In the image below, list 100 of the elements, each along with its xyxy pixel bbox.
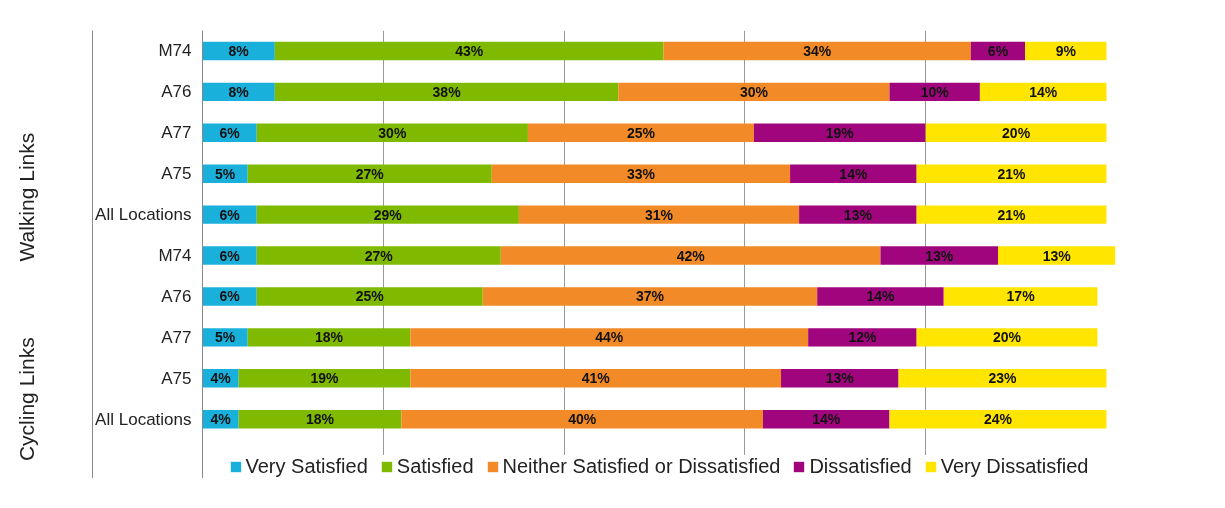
bar xyxy=(274,82,619,102)
bar xyxy=(817,287,944,306)
y-tick-label: M74 xyxy=(158,41,192,61)
bar xyxy=(238,409,402,429)
data-label: 8% xyxy=(228,83,250,100)
data-label: 33% xyxy=(626,165,656,182)
bar xyxy=(762,409,890,429)
data-label: 27% xyxy=(364,247,394,264)
data-label: 37% xyxy=(635,288,665,305)
bar xyxy=(916,205,1107,224)
data-label: 18% xyxy=(306,411,335,428)
data-label: 4% xyxy=(210,411,232,428)
data-label: 18% xyxy=(315,329,344,346)
bar xyxy=(799,205,917,224)
data-label: 42% xyxy=(676,247,706,264)
legend-label: Neither Satisfied or Dissatisfied xyxy=(502,455,781,478)
data-label: 9% xyxy=(1055,42,1077,59)
bar xyxy=(401,409,763,429)
data-label: 30% xyxy=(739,83,769,100)
data-label: 27% xyxy=(355,165,385,182)
data-label: 14% xyxy=(866,288,896,305)
data-label: 13% xyxy=(843,206,873,223)
data-label: 6% xyxy=(219,288,241,305)
data-label: 14% xyxy=(1029,83,1058,100)
bar xyxy=(256,246,501,265)
bar xyxy=(943,287,1098,306)
data-label: 31% xyxy=(644,206,674,223)
data-label: 13% xyxy=(825,370,855,387)
bar xyxy=(663,41,971,61)
data-label: 14% xyxy=(839,165,868,182)
legend-label: Very Satisfied xyxy=(245,455,368,478)
bar xyxy=(808,328,917,347)
bar xyxy=(274,41,664,61)
y-tick-label: A77 xyxy=(161,327,192,347)
data-label: 6% xyxy=(219,247,241,264)
bar xyxy=(925,123,1107,142)
data-label: 24% xyxy=(983,411,1013,428)
bar xyxy=(256,287,483,306)
bar xyxy=(527,123,754,142)
bar xyxy=(889,409,1107,429)
data-label: 17% xyxy=(1006,288,1036,305)
data-label: 41% xyxy=(581,370,611,387)
bar xyxy=(238,369,411,388)
data-label: 5% xyxy=(214,165,236,182)
text: Walking Links xyxy=(15,132,38,262)
data-label: 4% xyxy=(210,370,232,387)
legend-label: Dissatisfied xyxy=(809,455,912,478)
bar xyxy=(256,205,519,224)
bar xyxy=(790,164,917,183)
bar xyxy=(916,328,1098,347)
legend-label: Very Dissatisfied xyxy=(940,455,1089,478)
bar xyxy=(482,287,818,306)
data-label: 20% xyxy=(993,329,1022,346)
data-label: 44% xyxy=(595,329,624,346)
data-label: 13% xyxy=(925,247,954,264)
data-label: 25% xyxy=(355,288,385,305)
bar xyxy=(753,123,926,142)
bar xyxy=(997,246,1116,265)
bar xyxy=(256,123,528,142)
bar xyxy=(410,328,809,347)
bar xyxy=(247,164,492,183)
bar xyxy=(247,328,411,347)
data-label: 34% xyxy=(803,42,832,59)
data-label: 23% xyxy=(988,370,1018,387)
y-tick-label: A75 xyxy=(161,164,192,184)
bar xyxy=(518,205,800,224)
data-label: 10% xyxy=(920,83,950,100)
data-label: 25% xyxy=(626,124,656,141)
y-tick-label: All Locations xyxy=(95,409,192,429)
data-label: 38% xyxy=(432,83,462,100)
data-label: 19% xyxy=(310,370,340,387)
data-label: 40% xyxy=(568,411,597,428)
bar xyxy=(618,82,890,102)
data-label: 12% xyxy=(848,329,877,346)
y-tick-label: A76 xyxy=(161,286,192,306)
data-label: 21% xyxy=(997,206,1027,223)
data-label: 29% xyxy=(373,206,403,223)
data-label: 6% xyxy=(219,124,241,141)
y-tick-label: A75 xyxy=(161,368,192,388)
data-label: 20% xyxy=(1002,124,1031,141)
data-label: 13% xyxy=(1042,247,1072,264)
data-label: 14% xyxy=(812,411,841,428)
data-label: 6% xyxy=(987,42,1009,59)
data-label: 19% xyxy=(825,124,855,141)
bar xyxy=(491,164,791,183)
y-tick-label: A77 xyxy=(161,123,192,143)
data-label: 21% xyxy=(997,165,1027,182)
text: Cycling Links xyxy=(15,337,38,462)
data-label: 5% xyxy=(214,329,236,346)
bar xyxy=(916,164,1107,183)
y-tick-label: All Locations xyxy=(95,205,192,225)
bar xyxy=(410,369,782,388)
y-tick-label: M74 xyxy=(158,246,192,266)
bar xyxy=(898,369,1107,388)
data-label: 6% xyxy=(219,206,241,223)
bar xyxy=(880,246,998,265)
data-label: 43% xyxy=(455,42,484,59)
y-tick-label: A76 xyxy=(161,82,192,102)
legend-label: Satisfied xyxy=(396,455,474,478)
data-label: 30% xyxy=(378,124,407,141)
